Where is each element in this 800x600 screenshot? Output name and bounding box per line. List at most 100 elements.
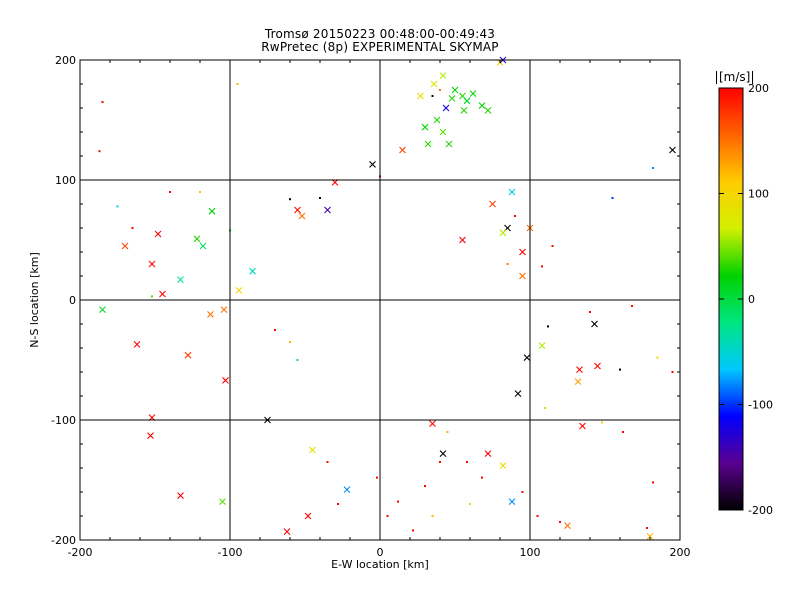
cross-marker [564, 522, 571, 529]
dot-marker [431, 515, 434, 517]
dot-marker [151, 295, 153, 298]
colorbar-tick-label: 0 [748, 293, 755, 306]
cross-marker [399, 146, 406, 154]
dot-marker [652, 481, 654, 484]
cross-marker [369, 161, 376, 168]
cross-marker [508, 498, 516, 505]
y-tick-label: 100 [55, 174, 76, 187]
dot-marker [536, 515, 539, 517]
cross-marker [424, 140, 432, 148]
cross-marker [442, 104, 450, 112]
dot-marker [439, 461, 441, 463]
dot-marker [439, 89, 441, 91]
cross-marker [594, 362, 601, 370]
cross-marker [538, 342, 546, 349]
dot-marker [589, 311, 591, 313]
cross-marker [439, 72, 447, 79]
y-tick-label: 0 [69, 294, 76, 307]
x-tick-label: -200 [68, 546, 93, 559]
dot-marker [376, 476, 378, 479]
cross-marker [99, 306, 106, 313]
x-tick-label: 200 [670, 546, 691, 559]
dot-marker [466, 461, 468, 463]
cross-marker [430, 80, 438, 88]
dot-marker [631, 305, 633, 307]
cross-marker [445, 140, 453, 148]
cross-marker [343, 486, 351, 493]
dot-marker [481, 476, 483, 479]
cross-marker [523, 354, 531, 361]
x-axis-label: E-W location [km] [331, 558, 429, 571]
cross-marker [324, 206, 331, 214]
dot-marker [611, 197, 614, 199]
dot-marker [337, 503, 339, 505]
cross-marker [207, 311, 214, 318]
cross-marker [309, 446, 316, 454]
x-tick-label: 100 [520, 546, 541, 559]
cross-marker [220, 306, 228, 313]
cross-marker [451, 86, 459, 94]
cross-marker [219, 498, 226, 505]
cross-marker [294, 206, 301, 214]
y-tick-label: -200 [51, 534, 76, 547]
cross-marker [177, 276, 184, 283]
dot-marker [506, 263, 509, 265]
dot-marker [412, 529, 414, 532]
cross-marker [433, 116, 441, 124]
y-tick-label: 200 [55, 54, 76, 67]
cross-marker [184, 351, 192, 359]
cross-marker [646, 533, 654, 540]
cross-marker [469, 90, 477, 97]
dot-marker [646, 527, 648, 529]
colorbar-title: [m/s] [716, 71, 754, 84]
cross-marker [514, 390, 522, 397]
colorbar-tick-label: -200 [748, 504, 773, 517]
y-tick-label: -100 [51, 414, 76, 427]
cross-marker [417, 92, 424, 100]
cross-marker [208, 207, 216, 215]
grid-lines [80, 60, 680, 540]
cross-marker [177, 492, 184, 499]
chart-title: Tromsø 20150223 00:48:00-00:49:43 [264, 27, 496, 41]
dot-marker [296, 359, 299, 361]
cross-marker [499, 462, 507, 469]
dot-marker [319, 197, 321, 199]
cross-marker [576, 366, 583, 373]
cross-marker [463, 97, 471, 105]
dot-marker [326, 461, 329, 463]
cross-marker [669, 146, 676, 154]
dot-marker [289, 198, 291, 201]
cross-marker [148, 260, 156, 268]
cross-marker [579, 422, 586, 430]
dot-marker [98, 150, 101, 153]
dot-marker [169, 191, 171, 193]
cross-marker [199, 242, 207, 250]
dot-marker [131, 227, 134, 229]
dot-marker [544, 407, 546, 409]
cross-marker [159, 290, 166, 298]
dot-marker [514, 215, 516, 217]
cross-marker [133, 341, 141, 348]
cross-marker [460, 107, 468, 114]
cross-marker [283, 528, 291, 535]
cross-marker [459, 236, 466, 244]
y-axis-label: N-S location [km] [28, 252, 41, 348]
dot-marker [199, 191, 201, 193]
cross-marker [489, 200, 496, 208]
dot-marker [446, 431, 449, 433]
axis-ticks: -200 -100 0 100 200 -200 -100 0 100 200 [51, 54, 690, 559]
cross-marker [304, 512, 312, 520]
dot-marker [671, 371, 674, 373]
dot-marker [101, 101, 104, 103]
cross-marker [574, 378, 582, 385]
x-tick-label: 0 [377, 546, 384, 559]
cross-marker [235, 287, 243, 294]
colorbar-ticks: 200 100 0 -100 -200 [719, 82, 773, 517]
dot-marker [541, 265, 543, 268]
cross-marker [439, 450, 447, 457]
colorbar-tick-label: -100 [748, 399, 773, 412]
cross-marker [147, 432, 154, 439]
cross-marker [448, 95, 456, 102]
dot-marker [619, 368, 621, 371]
